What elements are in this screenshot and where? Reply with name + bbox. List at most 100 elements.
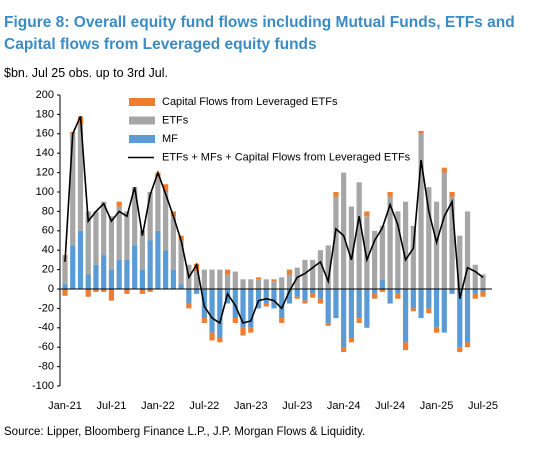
bar-segment — [317, 298, 324, 304]
bar-segment — [209, 289, 215, 333]
bar-segment — [116, 201, 122, 207]
bar-segment — [356, 182, 362, 289]
bar-segment — [255, 289, 262, 309]
bar-segment — [139, 289, 146, 294]
bar-segment — [433, 289, 440, 328]
legend-swatch — [129, 98, 155, 106]
bar-segment — [163, 250, 169, 289]
x-tick-label: Jan-21 — [48, 400, 82, 412]
bar-segment — [356, 318, 362, 323]
bar-segment — [248, 289, 254, 328]
bar-segment — [341, 289, 347, 348]
bar-segment — [263, 303, 269, 307]
bar-segment — [116, 259, 122, 289]
bar-segment — [217, 289, 223, 338]
bar-segment — [294, 289, 300, 297]
bar-segment — [333, 289, 339, 319]
bar-segment — [279, 277, 285, 289]
bar-segment — [449, 196, 455, 289]
bar-segment — [302, 289, 308, 301]
bar-segment — [364, 211, 370, 217]
y-tick-label: -100 — [32, 380, 54, 392]
bar-segment — [209, 269, 215, 289]
bar-segment — [217, 269, 223, 289]
bar-segment — [348, 337, 355, 343]
bar-segment — [395, 289, 401, 294]
y-tick-label: -40 — [38, 322, 54, 334]
bar-segment — [217, 337, 223, 343]
y-tick-label: 140 — [36, 147, 54, 159]
bar-segment — [472, 293, 478, 299]
bar-segment — [472, 289, 478, 294]
x-tick-label: Jul-24 — [375, 400, 405, 412]
y-tick-label: -20 — [38, 302, 54, 314]
source-note: Source: Lipper, Bloomberg Finance L.P., … — [4, 426, 366, 438]
total-line — [64, 116, 484, 325]
bar-segment — [178, 284, 184, 289]
bar-segment — [155, 230, 161, 289]
bar-segment — [108, 216, 115, 270]
bar-segment — [85, 211, 91, 275]
bar-segment — [294, 296, 300, 299]
bar-segment — [302, 300, 308, 304]
y-tick-label: 160 — [36, 128, 54, 140]
bar-segment — [480, 289, 486, 292]
x-tick-label: Jan-25 — [420, 400, 454, 412]
bar-segment — [356, 289, 362, 319]
bar-segment — [472, 264, 478, 289]
bar-segment — [124, 289, 130, 294]
bar-segment — [93, 211, 99, 265]
legend-swatch — [129, 135, 155, 143]
bar-segment — [387, 192, 393, 197]
bar-segment — [186, 289, 192, 304]
y-tick-label: 80 — [42, 205, 54, 217]
bar-segment — [108, 289, 115, 301]
bar-segment — [232, 271, 238, 289]
bar-segment — [62, 284, 68, 289]
bar-segment — [147, 192, 153, 241]
bar-segment — [449, 289, 455, 294]
bar-segment — [286, 269, 293, 275]
bar-segment — [147, 289, 153, 292]
bar-segment — [395, 293, 401, 299]
bar-segment — [464, 289, 471, 343]
legend-label: ETFs — [162, 114, 189, 126]
x-tick-label: Jul-23 — [282, 400, 312, 412]
bar-segment — [372, 289, 378, 294]
bar-segment — [348, 289, 355, 338]
bar-segment — [240, 289, 246, 328]
bar-segment — [387, 289, 393, 304]
bar-segment — [410, 308, 416, 312]
bar-segment — [426, 289, 432, 309]
bar-segment — [178, 240, 184, 285]
bar-segment — [108, 269, 115, 289]
bar-segment — [457, 347, 463, 353]
bar-segment — [341, 172, 347, 289]
bar-segment — [132, 187, 138, 246]
bar-segment — [410, 225, 416, 289]
bar-segment — [224, 274, 231, 289]
bar-segment — [139, 230, 146, 270]
bar-segment — [193, 271, 200, 289]
bar-segment — [255, 277, 262, 280]
bar-segment — [317, 250, 324, 289]
bar-segment — [132, 245, 138, 289]
bar-segment — [255, 279, 262, 289]
bar-segment — [77, 124, 84, 231]
y-tick-label: 200 — [36, 89, 54, 101]
bar-segment — [441, 289, 447, 333]
bar-segment — [186, 303, 192, 309]
bar-segment — [402, 342, 409, 351]
bar-segment — [70, 245, 76, 289]
bar-segment — [147, 240, 153, 289]
bar-segment — [271, 279, 277, 282]
bar-segment — [263, 279, 269, 289]
x-tick-label: Jan-24 — [327, 400, 361, 412]
bar-segment — [163, 192, 169, 251]
bar-segment — [310, 259, 316, 289]
bar-segment — [77, 230, 84, 289]
y-tick-label: -60 — [38, 341, 54, 353]
x-tick-label: Jul-22 — [189, 400, 219, 412]
